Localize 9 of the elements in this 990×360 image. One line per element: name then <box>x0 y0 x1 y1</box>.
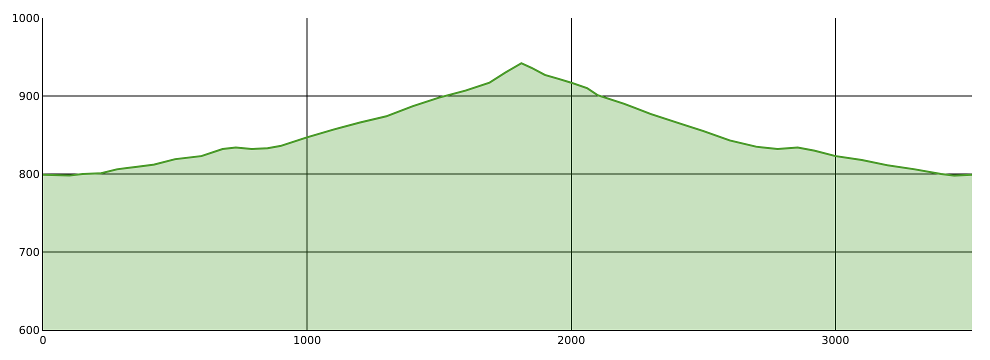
y-tick-label: 900 <box>18 90 40 103</box>
x-tick-label: 1000 <box>293 334 322 348</box>
y-tick-label: 1000 <box>12 12 40 25</box>
y-tick-label: 600 <box>18 324 40 337</box>
y-tick-label: 800 <box>18 168 40 181</box>
x-tick-label: 0 <box>40 334 46 348</box>
x-tick-label: 2000 <box>557 334 586 348</box>
y-tick-label: 700 <box>18 246 40 259</box>
x-tick-label: 3000 <box>821 334 850 348</box>
